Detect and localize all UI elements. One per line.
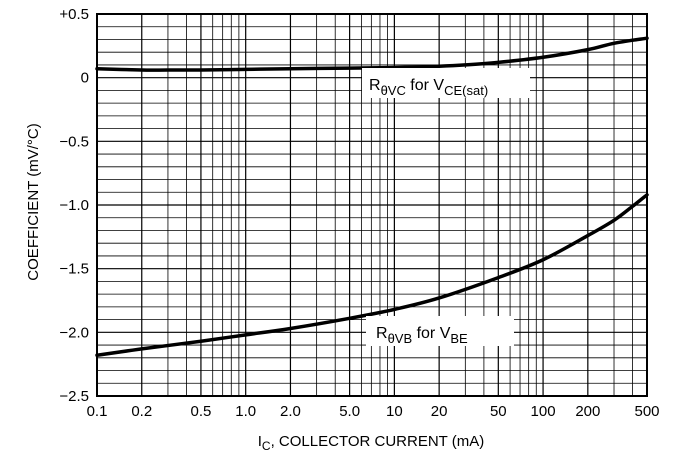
x-tick-label: 0.2 — [131, 403, 152, 420]
y-tick-label: +0.5 — [59, 6, 89, 23]
svg-text:RθVB for VBE: RθVB for VBE — [376, 325, 468, 346]
vbe-curve-label: RθVB for VBE — [366, 316, 514, 346]
tick-labels: 0.1 0.2 0.5 1.0 2.0 5.0 10 20 50 100 200 500 +0.5 0 −0… — [59, 6, 659, 420]
plot-frame — [96, 13, 648, 397]
x-tick-label: 10 — [386, 403, 403, 420]
y-tick-label: −0.5 — [59, 133, 89, 150]
curves — [95, 36, 649, 357]
x-tick-label: 0.5 — [191, 403, 212, 420]
vce-sat-curve-label: RθVC for VCE(sat) — [362, 68, 530, 98]
vbe-coefficient-curve — [95, 193, 649, 357]
x-tick-label: 200 — [575, 403, 600, 420]
y-tick-label: −1.5 — [59, 261, 89, 278]
svg-text:RθVC for VCE(sat): RθVC for VCE(sat) — [369, 77, 488, 98]
y-tick-label: −1.0 — [59, 197, 89, 214]
x-tick-label: 50 — [490, 403, 507, 420]
y-tick-label: −2.0 — [59, 324, 89, 341]
vce-sat-coefficient-curve — [95, 36, 649, 72]
y-tick-label: 0 — [81, 70, 89, 87]
x-tick-label: 20 — [431, 403, 448, 420]
x-axis-label: IC, COLLECTOR CURRENT (mA) — [258, 433, 484, 453]
x-tick-label: 100 — [531, 403, 556, 420]
x-tick-label: 1.0 — [235, 403, 256, 420]
x-tick-label: 0.1 — [87, 403, 108, 420]
x-tick-label: 500 — [634, 403, 659, 420]
x-tick-label: 2.0 — [280, 403, 301, 420]
x-tick-label: 5.0 — [339, 403, 360, 420]
y-axis-label: COEFFICIENT (mV/°C) — [25, 123, 42, 280]
y-tick-label: −2.5 — [59, 388, 89, 405]
